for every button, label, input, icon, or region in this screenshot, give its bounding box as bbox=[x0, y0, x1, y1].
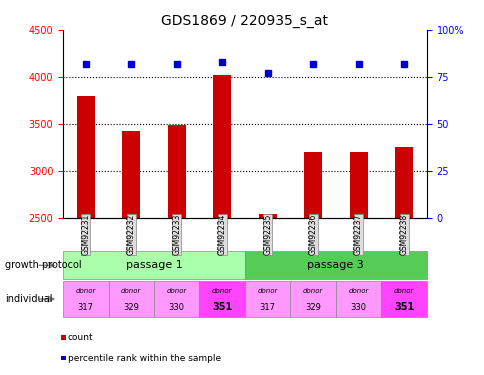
Text: growth protocol: growth protocol bbox=[5, 260, 81, 270]
Text: 329: 329 bbox=[304, 303, 320, 312]
Text: GSM92231: GSM92231 bbox=[81, 214, 90, 255]
Text: percentile rank within the sample: percentile rank within the sample bbox=[68, 354, 221, 363]
Text: 351: 351 bbox=[393, 302, 413, 312]
Text: donor: donor bbox=[348, 288, 368, 294]
Text: donor: donor bbox=[166, 288, 186, 294]
Text: GSM92236: GSM92236 bbox=[308, 214, 317, 255]
Text: 329: 329 bbox=[123, 303, 139, 312]
Text: individual: individual bbox=[5, 294, 52, 304]
Text: GSM92237: GSM92237 bbox=[353, 214, 363, 255]
Text: donor: donor bbox=[212, 288, 232, 294]
Text: donor: donor bbox=[121, 288, 141, 294]
Bar bbox=[76, 96, 95, 375]
Text: GSM92233: GSM92233 bbox=[172, 214, 181, 255]
Text: 351: 351 bbox=[212, 302, 232, 312]
Bar bbox=[212, 75, 231, 375]
Bar bbox=[303, 152, 321, 375]
Bar bbox=[394, 147, 412, 375]
Text: count: count bbox=[68, 333, 93, 342]
Text: 330: 330 bbox=[168, 303, 184, 312]
Text: GSM92232: GSM92232 bbox=[126, 214, 136, 255]
Text: donor: donor bbox=[393, 288, 413, 294]
Text: donor: donor bbox=[302, 288, 323, 294]
Text: passage 1: passage 1 bbox=[125, 260, 182, 270]
Text: donor: donor bbox=[76, 288, 96, 294]
Text: donor: donor bbox=[257, 288, 277, 294]
Bar bbox=[167, 124, 185, 375]
Text: 330: 330 bbox=[350, 303, 366, 312]
Bar bbox=[349, 152, 367, 375]
Text: 317: 317 bbox=[77, 303, 93, 312]
Text: 317: 317 bbox=[259, 303, 275, 312]
Bar bbox=[258, 214, 276, 375]
Text: GSM92238: GSM92238 bbox=[399, 214, 408, 255]
Bar bbox=[122, 131, 140, 375]
Text: GSM92234: GSM92234 bbox=[217, 214, 226, 255]
Text: GSM92235: GSM92235 bbox=[263, 214, 272, 255]
Title: GDS1869 / 220935_s_at: GDS1869 / 220935_s_at bbox=[161, 13, 328, 28]
Text: passage 3: passage 3 bbox=[307, 260, 363, 270]
